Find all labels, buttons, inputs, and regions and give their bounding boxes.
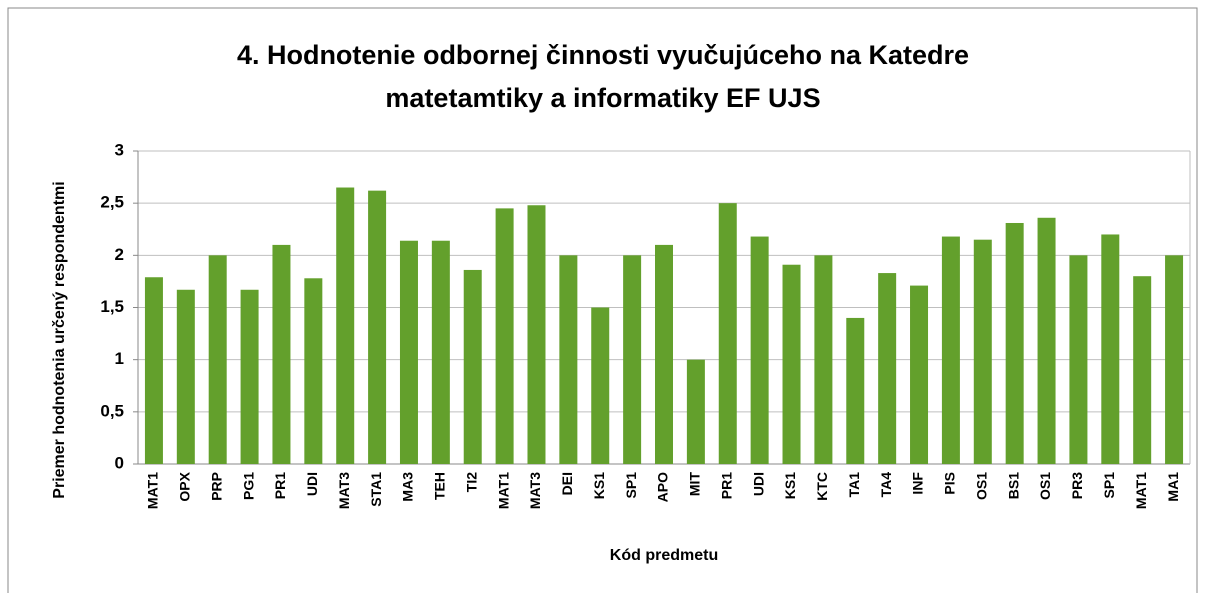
bar [527,205,546,464]
x-tick-label: DEI [559,472,575,495]
x-tick-label: APO [655,472,671,502]
chart-border [7,7,1198,593]
x-tick-label: MIT [687,472,703,497]
bar [144,277,163,464]
x-tick-label: INF [910,472,926,495]
x-tick-label: MA1 [1165,472,1181,502]
y-tick-label: 3 [115,140,124,159]
bar [240,289,259,464]
y-tick-label: 1 [115,349,124,368]
bar [463,269,482,464]
x-tick-label: KTC [814,472,830,501]
x-tick-label: OS1 [1037,472,1053,500]
x-tick-label: SP1 [623,472,639,499]
x-tick-label: UDI [304,472,320,496]
x-tick-label: KS1 [782,472,798,499]
x-tick-label: PR3 [1069,472,1085,499]
x-tick-label: PR1 [272,472,288,499]
bar [846,317,865,464]
x-tick-label: UDI [750,472,766,496]
x-tick-label: PIS [942,472,958,495]
bar [655,244,673,464]
bar [782,264,801,464]
y-tick-label: 0,5 [100,401,124,420]
x-tick-label: TI2 [463,472,479,492]
x-tick-label: BS1 [1005,472,1021,499]
bar [368,190,387,464]
bar [686,359,705,464]
bar [623,255,642,464]
x-tick-label: OS1 [973,472,989,500]
x-tick-label: MAT3 [336,472,352,509]
bar [718,203,737,464]
bar [941,236,960,464]
bar [1005,222,1024,464]
x-tick-label: MAT1 [145,472,161,509]
bar [272,244,291,464]
y-axis-title: Priemer hodnotenia určený respondentmi [51,181,68,498]
bar [176,289,195,464]
bar [878,273,897,464]
bar [399,240,418,464]
chart-title: matetamtiky a informatiky EF UJS [385,83,820,113]
x-tick-label: OPX [177,471,193,501]
bar [1069,255,1088,464]
x-tick-label: MAT1 [1133,472,1149,509]
x-axis-title: Kód predmetu [610,547,718,564]
bar [559,255,578,464]
bar [336,187,355,464]
x-tick-label: SP1 [1101,472,1117,499]
x-tick-label: STA1 [368,472,384,507]
bar [1165,255,1184,464]
y-tick-label: 1,5 [100,297,124,316]
chart-title: 4. Hodnotenie odbornej činnosti vyučujúc… [237,40,969,70]
y-tick-label: 2 [115,245,124,264]
bar [1037,217,1056,464]
x-tick-label: MAT1 [495,472,511,509]
bar [750,236,769,464]
bar [1101,234,1120,464]
bar [591,307,610,464]
x-tick-label: PRP [208,472,224,501]
bar [304,278,323,464]
bar [1133,276,1152,464]
x-tick-label: TA4 [878,472,894,498]
bar [814,255,833,464]
x-tick-label: KS1 [591,472,607,499]
x-tick-label: PG1 [240,472,256,500]
x-tick-label: TA1 [846,472,862,498]
bar [973,239,992,464]
x-tick-label: MA3 [400,472,416,502]
y-tick-label: 0 [115,453,124,472]
x-tick-label: MAT3 [527,472,543,509]
bar [495,208,514,464]
bar [208,255,227,464]
x-tick-label: PR1 [718,472,734,499]
bar [431,240,450,464]
x-tick-label: TEH [432,472,448,500]
bar [910,285,929,464]
y-tick-label: 2,5 [100,193,124,212]
